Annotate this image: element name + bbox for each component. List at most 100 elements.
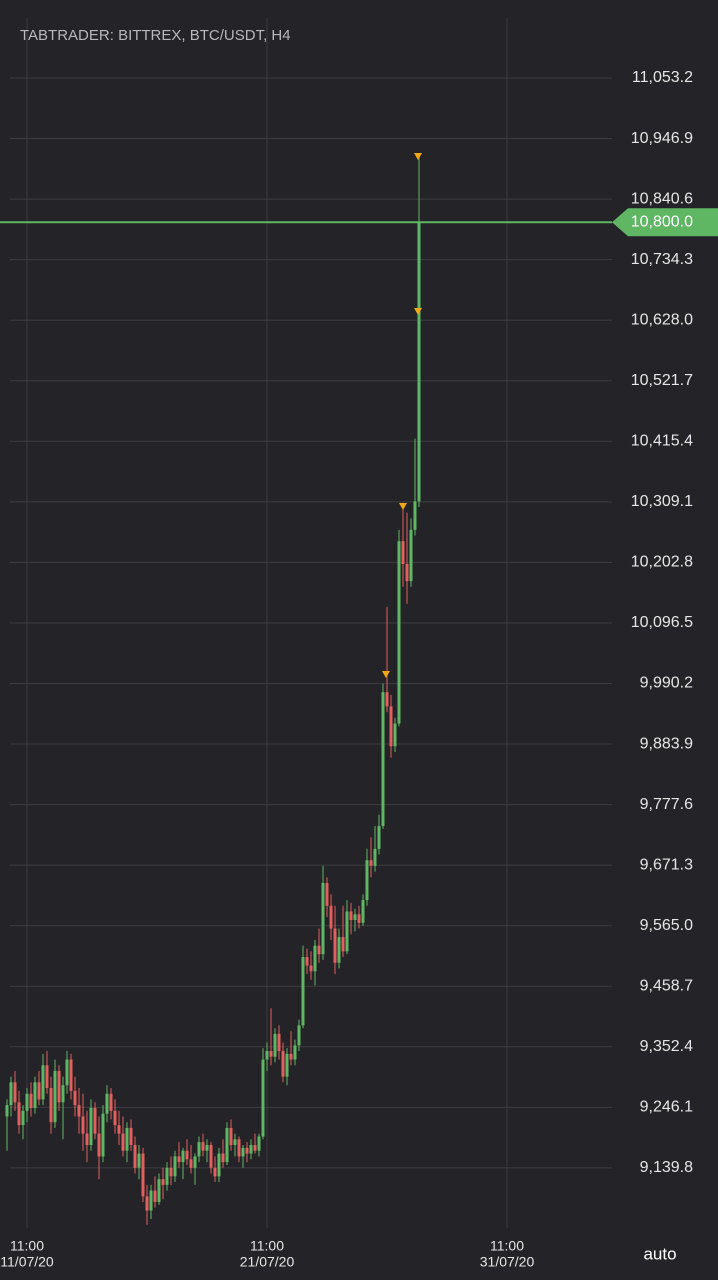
candle-body [241, 1147, 245, 1157]
candle-body [313, 945, 317, 972]
candle-body [213, 1167, 217, 1177]
candle-body [233, 1139, 237, 1146]
candle-body [341, 937, 345, 952]
candle-body [377, 826, 381, 849]
candle-body [9, 1082, 13, 1106]
candle-body [133, 1145, 137, 1168]
candle-body [125, 1127, 129, 1151]
candle-body [105, 1093, 109, 1114]
x-tick-label: 21/07/20 [240, 1254, 295, 1270]
candle-body [53, 1070, 57, 1123]
candle-body [369, 860, 373, 866]
candle-body [353, 914, 357, 921]
candle-body [249, 1145, 253, 1154]
candle-body [77, 1105, 81, 1117]
candle-body [25, 1093, 29, 1111]
candle-body [325, 882, 329, 906]
candle-body [397, 541, 401, 724]
candle-body [297, 1025, 301, 1046]
candle-body [201, 1142, 205, 1151]
candle-body [149, 1190, 153, 1211]
y-tick-label: 10,309.1 [631, 493, 693, 510]
candle-body [381, 692, 385, 827]
candle-body [29, 1093, 33, 1108]
marker [399, 503, 407, 510]
candle-body [321, 882, 325, 955]
candle-body [413, 501, 417, 530]
y-tick-label: 9,458.7 [640, 977, 693, 994]
candle-body [17, 1102, 21, 1126]
candle-body [145, 1196, 149, 1211]
candle-body [13, 1082, 17, 1103]
y-tick-label: 9,352.4 [640, 1038, 693, 1055]
marker [382, 671, 390, 678]
candles [0, 156, 612, 1225]
candle-body [85, 1133, 89, 1146]
x-tick-label: 31/07/20 [480, 1254, 535, 1270]
markers [382, 153, 422, 678]
y-tick-label: 9,990.2 [640, 675, 693, 692]
candle-body [361, 900, 365, 923]
y-tick-label: 10,734.3 [631, 251, 693, 268]
candle-body [197, 1142, 201, 1157]
candle-body [73, 1090, 77, 1106]
x-tick-label: 11:00 [250, 1238, 284, 1254]
y-tick-label: 10,415.4 [631, 433, 693, 450]
candle-body [81, 1116, 85, 1134]
candle-body [273, 1033, 277, 1057]
y-tick-label: 10,521.7 [631, 372, 693, 389]
candle-body [49, 1088, 53, 1123]
candle-body [393, 723, 397, 747]
candle-body [169, 1167, 173, 1177]
candle-body [57, 1070, 61, 1103]
x-tick-label: 11:00 [10, 1238, 44, 1254]
labels: 11,053.2 10,946.9 10,840.6 10,734.3 10,628.0… [0, 69, 718, 1270]
candle-body [137, 1153, 141, 1168]
y-tick-label: 10,628.0 [631, 311, 693, 328]
scale-mode[interactable]: auto [643, 1244, 676, 1263]
candle-body [301, 957, 305, 1026]
candle-body [65, 1059, 69, 1086]
y-tick-label: 10,946.9 [631, 130, 693, 147]
candle-body [141, 1153, 145, 1197]
candle-body [385, 692, 389, 707]
candle-body [329, 905, 333, 929]
candle-body [409, 529, 413, 582]
x-tick-label: 11/07/20 [0, 1254, 54, 1270]
candle-body [41, 1065, 45, 1100]
candle-body [97, 1133, 101, 1157]
candle-body [317, 945, 321, 955]
candle-body [221, 1153, 225, 1163]
candle-body [205, 1145, 209, 1151]
chart-title: TABTRADER: BITTREX, BTC/USDT, H4 [20, 27, 291, 44]
candle-body [217, 1153, 221, 1177]
y-tick-label: 9,671.3 [640, 856, 693, 873]
y-tick-label: 10,840.6 [631, 190, 693, 207]
y-tick-label: 9,883.9 [640, 735, 693, 752]
candle-body [173, 1156, 177, 1177]
candle-body [417, 222, 421, 502]
candle-body [153, 1190, 157, 1202]
candle-body [257, 1136, 261, 1151]
candle-body [101, 1113, 105, 1157]
candle-body [309, 965, 313, 972]
y-tick-label: 9,565.0 [640, 917, 693, 934]
grid [10, 18, 612, 1228]
candle-body [389, 706, 393, 747]
candle-body [69, 1059, 73, 1091]
candle-body [289, 1053, 293, 1060]
candle-body [277, 1033, 281, 1052]
candle-body [373, 848, 377, 866]
candle-body [121, 1133, 125, 1151]
candle-body [61, 1085, 65, 1103]
candle-body [405, 563, 409, 582]
candle-body [93, 1107, 97, 1134]
candle-body [237, 1139, 241, 1157]
candle-body [293, 1045, 297, 1060]
y-tick-label: 10,202.8 [631, 554, 693, 571]
marker [414, 153, 422, 160]
candle-body [165, 1167, 169, 1185]
candle-body [89, 1107, 93, 1146]
